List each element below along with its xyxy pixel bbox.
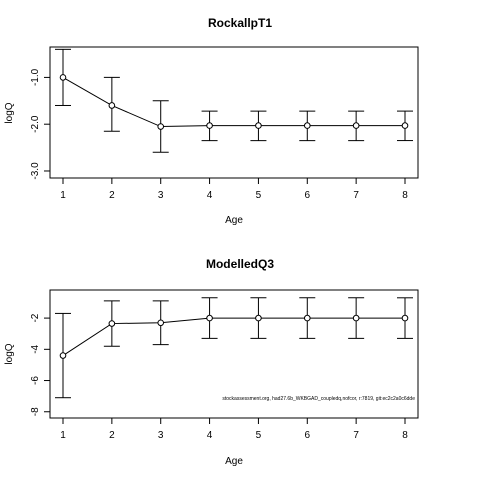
y-tick-label: -6: [30, 376, 41, 385]
x-tick-label: 2: [109, 190, 115, 201]
y-tick-label: -8: [30, 407, 41, 416]
plot-frame: [49, 46, 419, 179]
data-point: [206, 314, 213, 322]
x-tick-label: 6: [305, 430, 311, 441]
data-point: [255, 314, 262, 322]
x-tick-label: 1: [60, 190, 66, 201]
series-line: [62, 317, 405, 356]
data-point: [59, 74, 67, 81]
x-axis-label: Age: [225, 215, 243, 226]
data-point: [303, 314, 311, 322]
y-tick-label: -2: [30, 313, 41, 322]
x-tick-label: 4: [207, 430, 213, 441]
x-tick-label: 3: [158, 190, 164, 201]
data-point: [108, 102, 116, 109]
x-tick-label: 8: [402, 190, 408, 201]
data-point: [352, 122, 360, 129]
x-tick-label: 3: [158, 430, 164, 441]
x-tick-label: 5: [256, 190, 262, 201]
x-tick-label: 4: [207, 190, 213, 201]
data-point: [157, 319, 165, 327]
x-tick-label: 2: [109, 430, 115, 441]
data-point: [303, 122, 311, 129]
x-tick-label: 1: [60, 430, 66, 441]
y-tick-label: -2.0: [30, 115, 41, 133]
y-tick-label: -1.0: [30, 68, 41, 86]
chart-annotation: stockassessment.org, had27.6b_WKBGAD_cou…: [222, 396, 415, 402]
x-tick-label: 7: [353, 430, 359, 441]
data-point: [255, 122, 262, 129]
data-point: [401, 314, 409, 322]
x-tick-label: 8: [402, 430, 408, 441]
x-tick-label: 5: [256, 430, 262, 441]
data-point: [157, 123, 165, 130]
data-point: [59, 352, 67, 359]
chart-panel-modelledq3: ModelledQ3 Age logQ stockassessment.org,…: [4, 257, 419, 467]
y-axis-label: logQ: [4, 102, 15, 123]
series-marks: 1 2 3 4 5 6 7 8 -1.0 -2.0 -3.0: [30, 48, 413, 201]
plot-frame: [49, 289, 419, 419]
chart-panel-rockallpt1: RockallpT1 Age logQ 1 2 3 4 5 6 7 8 -1.0 -2.0 -3.0: [4, 16, 419, 226]
x-tick-label: 6: [305, 190, 311, 201]
y-axis-label: logQ: [4, 343, 15, 364]
x-tick-label: 7: [353, 190, 359, 201]
series-line: [62, 76, 405, 128]
series-marks: 1 2 3 4 5 6 7 8 -2 -4 -6 -8: [30, 297, 413, 441]
data-point: [401, 122, 409, 129]
x-axis-label: Age: [225, 456, 243, 467]
chart-title: RockallpT1: [208, 16, 272, 30]
chart-title: ModelledQ3: [206, 257, 274, 271]
y-tick-label: -4: [30, 344, 41, 353]
y-tick-label: -3.0: [30, 162, 41, 180]
data-point: [352, 314, 360, 322]
data-point: [108, 320, 116, 327]
data-point: [206, 122, 213, 129]
